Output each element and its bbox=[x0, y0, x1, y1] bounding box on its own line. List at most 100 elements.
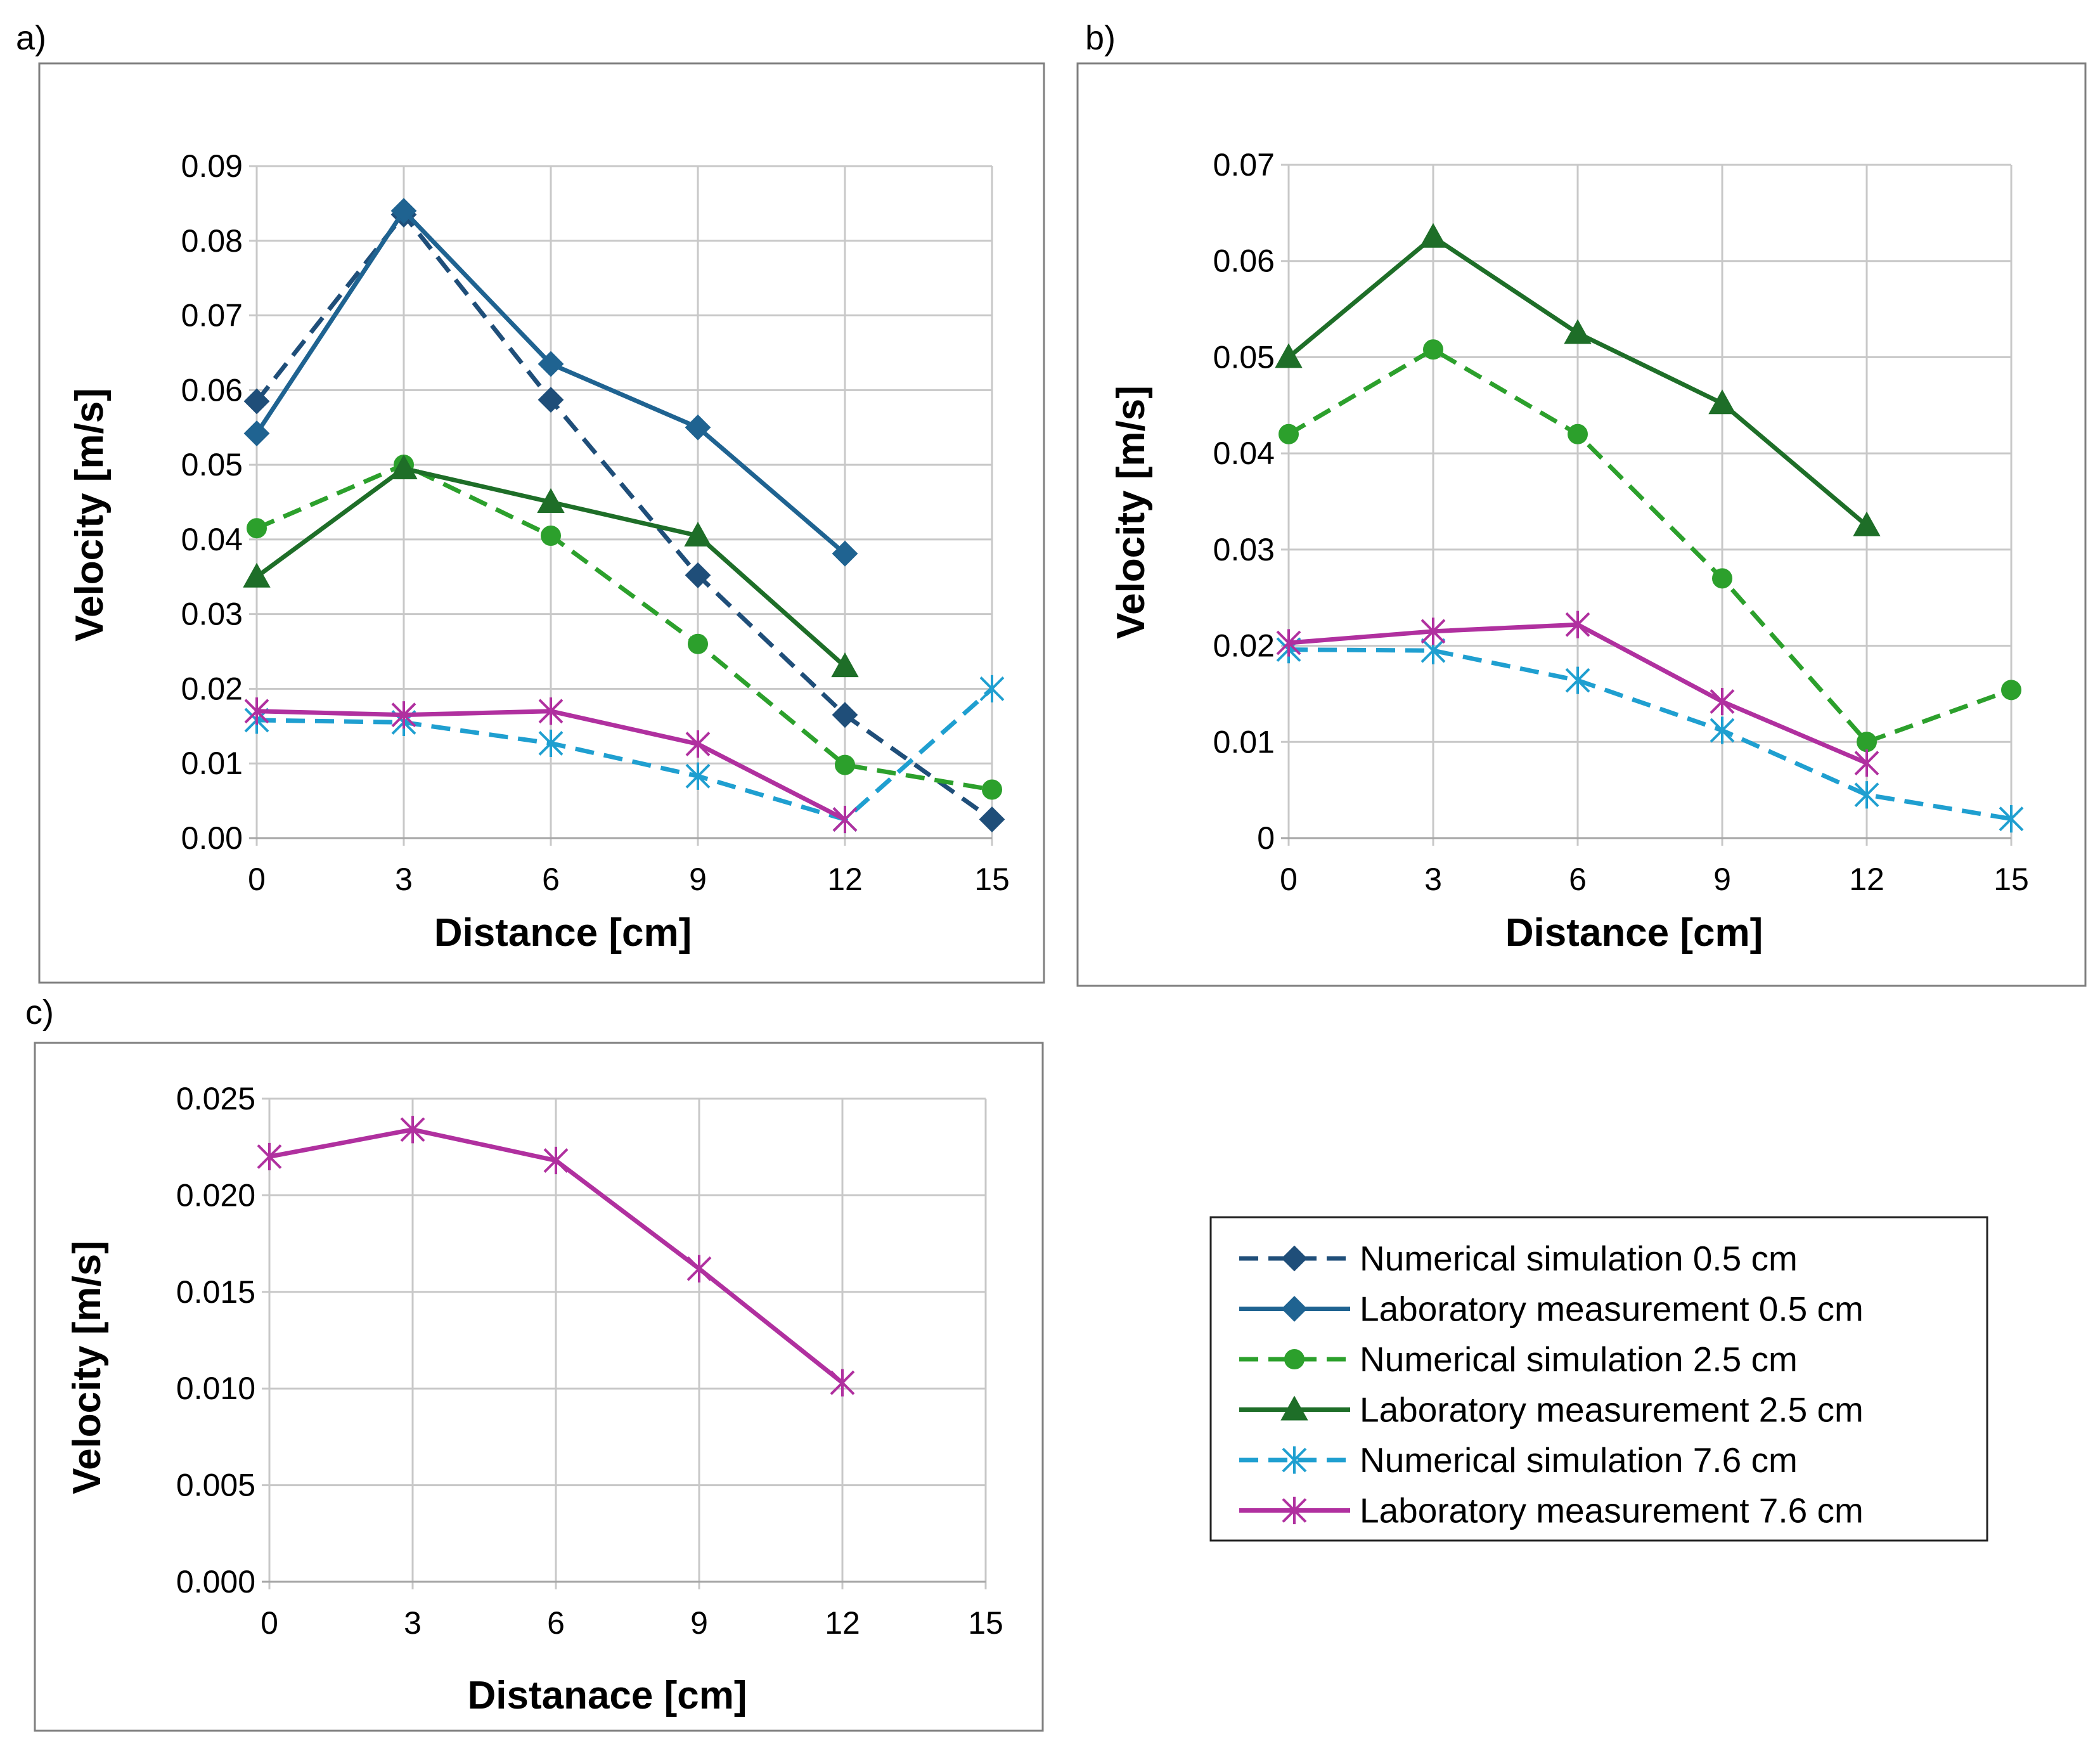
data-point bbox=[684, 521, 712, 546]
panel-b-label: b) bbox=[1085, 19, 1116, 57]
legend-entry: Numerical simulation 2.5 cm bbox=[1239, 1340, 1798, 1379]
panel-c-y-ticks: 0.000 0.005 0.010 0.015 0.020 0.025 bbox=[176, 1081, 255, 1600]
y-tick-label: 0.03 bbox=[181, 597, 243, 632]
series-sim-25 bbox=[247, 455, 1002, 800]
legend-entry: Numerical simulation 0.5 cm bbox=[1239, 1239, 1798, 1278]
legend-swatch-marker bbox=[1282, 1446, 1307, 1474]
panel-b-x-ticks: 0 3 6 9 12 15 bbox=[1280, 862, 2029, 897]
series-line bbox=[1287, 347, 2013, 744]
y-tick-label: 0.05 bbox=[1213, 339, 1275, 375]
legend-entry: Laboratory measurement 2.5 cm bbox=[1239, 1390, 1864, 1430]
x-tick-label: 3 bbox=[395, 862, 413, 897]
y-tick-label: 0.02 bbox=[1213, 628, 1275, 664]
data-point bbox=[244, 697, 269, 725]
panel-b-y-axis-title: Velocity [m/s] bbox=[1109, 385, 1153, 639]
y-tick-label: 0.04 bbox=[1213, 436, 1275, 471]
y-tick-label: 0.07 bbox=[181, 298, 243, 333]
y-tick-label: 0.025 bbox=[176, 1081, 255, 1116]
data-point bbox=[538, 387, 564, 413]
data-point bbox=[2001, 680, 2021, 701]
legend-entry: Numerical simulation 7.6 cm bbox=[1239, 1440, 1798, 1480]
x-tick-label: 6 bbox=[542, 862, 560, 897]
series-lab-05 bbox=[243, 198, 858, 567]
legend-items: Numerical simulation 0.5 cm Laboratory me… bbox=[1239, 1239, 1864, 1530]
data-point bbox=[1275, 343, 1303, 368]
panel-b-y-ticks: 0 0.01 0.02 0.03 0.04 0.05 0.06 0.07 bbox=[1213, 147, 1275, 856]
data-point bbox=[1710, 687, 1735, 716]
data-point bbox=[247, 518, 267, 539]
data-point bbox=[830, 1369, 855, 1397]
data-point bbox=[243, 388, 270, 415]
legend-entry: Laboratory measurement 7.6 cm bbox=[1239, 1491, 1864, 1530]
y-tick-label: 0.09 bbox=[181, 148, 243, 184]
panel-c-frame bbox=[34, 1042, 1044, 1732]
data-point bbox=[1854, 749, 1879, 777]
data-point bbox=[685, 562, 711, 588]
data-point bbox=[1423, 339, 1443, 360]
x-tick-label: 12 bbox=[827, 862, 863, 897]
panel-c-series bbox=[257, 1116, 855, 1397]
panel-b-x-axis-title: Distance [cm] bbox=[1505, 911, 1763, 955]
data-point bbox=[1712, 568, 1732, 589]
series-sim-25 bbox=[1279, 339, 2021, 753]
series-lab-76 bbox=[244, 697, 858, 834]
x-tick-label: 12 bbox=[1849, 862, 1884, 897]
legend-box bbox=[1209, 1216, 1988, 1542]
y-tick-label: 0.06 bbox=[1213, 243, 1275, 279]
legend-swatch-marker bbox=[1282, 1496, 1307, 1525]
legend-label: Numerical simulation 0.5 cm bbox=[1360, 1239, 1798, 1278]
y-tick-label: 0.03 bbox=[1213, 532, 1275, 567]
series-lab-76 bbox=[1276, 611, 1879, 777]
y-tick-label: 0.01 bbox=[1213, 724, 1275, 759]
data-point bbox=[1419, 223, 1447, 248]
legend-label: Numerical simulation 7.6 cm bbox=[1360, 1440, 1798, 1480]
data-point bbox=[257, 1142, 282, 1171]
data-point bbox=[390, 454, 418, 479]
data-point bbox=[243, 562, 271, 588]
data-point bbox=[538, 351, 564, 377]
data-point bbox=[1565, 611, 1590, 638]
panel-a-x-axis-title: Distance [cm] bbox=[434, 911, 692, 955]
x-tick-label: 15 bbox=[968, 1605, 1003, 1641]
panel-a-y-ticks: 0.00 0.01 0.02 0.03 0.04 0.05 0.06 0.07 0.08 0.09 bbox=[181, 148, 243, 856]
y-tick-label: 0.04 bbox=[181, 522, 243, 557]
panel-b-grid bbox=[1281, 164, 2013, 846]
data-point bbox=[1420, 617, 1446, 645]
data-point bbox=[390, 198, 417, 224]
data-point bbox=[979, 806, 1005, 832]
x-tick-label: 9 bbox=[690, 1605, 708, 1641]
data-point bbox=[685, 762, 711, 790]
y-tick-label: 0.00 bbox=[181, 820, 243, 856]
series-lab-25 bbox=[243, 454, 859, 678]
y-tick-label: 0 bbox=[1257, 820, 1275, 856]
panel-b-frame bbox=[1076, 62, 2087, 987]
data-point bbox=[1710, 716, 1735, 744]
data-point bbox=[391, 701, 416, 729]
y-tick-label: 0.010 bbox=[176, 1371, 255, 1406]
panel-a-grid bbox=[249, 165, 993, 846]
panel-a: a) 0.000.010.020.030.040.050.060.070.080… bbox=[16, 19, 1045, 984]
data-point bbox=[538, 729, 564, 758]
panel-a-y-axis-title: Velocity [m/s] bbox=[68, 388, 112, 642]
x-tick-label: 0 bbox=[248, 862, 266, 897]
y-tick-label: 0.005 bbox=[176, 1468, 255, 1503]
data-point bbox=[688, 633, 708, 654]
y-tick-label: 0.01 bbox=[181, 746, 243, 781]
data-point bbox=[831, 652, 859, 678]
legend-entry: Laboratory measurement 0.5 cm bbox=[1239, 1289, 1864, 1329]
data-point bbox=[243, 420, 270, 447]
legend: Numerical simulation 0.5 cm Laboratory me… bbox=[1209, 1216, 1988, 1542]
data-point bbox=[982, 779, 1002, 800]
legend-label: Laboratory measurement 0.5 cm bbox=[1360, 1289, 1864, 1329]
data-point bbox=[1854, 781, 1879, 809]
data-point bbox=[832, 540, 858, 567]
series-line bbox=[1288, 647, 2012, 822]
legend-swatch-marker bbox=[1284, 1349, 1304, 1369]
series-line bbox=[255, 462, 993, 792]
series-sim-76 bbox=[244, 675, 1005, 834]
legend-swatch-marker bbox=[1280, 1395, 1308, 1421]
x-tick-label: 6 bbox=[547, 1605, 565, 1641]
x-tick-label: 9 bbox=[689, 862, 707, 897]
x-tick-label: 12 bbox=[825, 1605, 860, 1641]
series-line bbox=[255, 212, 994, 822]
